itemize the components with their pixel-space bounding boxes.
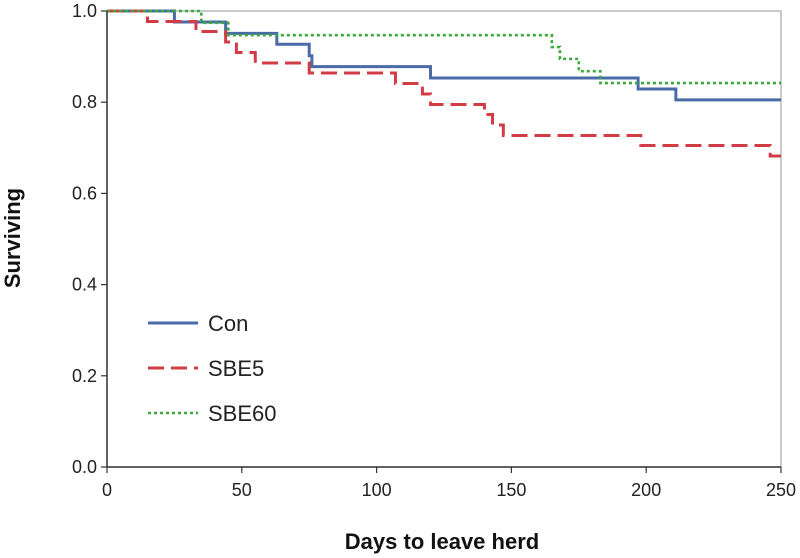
y-tick-label: 0.2 [72,366,97,386]
legend: Con SBE5 SBE60 [148,311,277,426]
legend-label-con: Con [208,311,248,336]
series-line-sbe5 [107,9,781,158]
axes-layer [106,11,781,468]
y-tick-label: 0.8 [72,92,97,112]
y-tick-label: 0.4 [72,275,97,295]
x-tick-label: 150 [496,480,526,500]
plot-frame [106,10,782,468]
x-axis-title: Days to leave herd [345,529,539,554]
series-line-sbe60 [107,9,781,85]
y-tick-label: 1.0 [72,1,97,21]
legend-label-sbe5: SBE5 [208,356,264,381]
x-tick-label: 100 [362,480,392,500]
series-line-con [107,9,781,102]
y-tick-label: 0.0 [72,457,97,477]
x-tick-label: 200 [631,480,661,500]
y-axis-title: Surviving [0,188,25,288]
series-layer [107,9,781,158]
x-tick-label: 250 [766,480,796,500]
y-tick-label: 0.6 [72,183,97,203]
ticks-layer: 0 50 100 150 200 250 0.0 0.2 0.4 0.6 0.8 1.0 [72,1,796,500]
x-tick-label: 50 [232,480,252,500]
plot-area [106,10,782,468]
legend-label-sbe60: SBE60 [208,401,277,426]
x-tick-label: 0 [102,480,112,500]
